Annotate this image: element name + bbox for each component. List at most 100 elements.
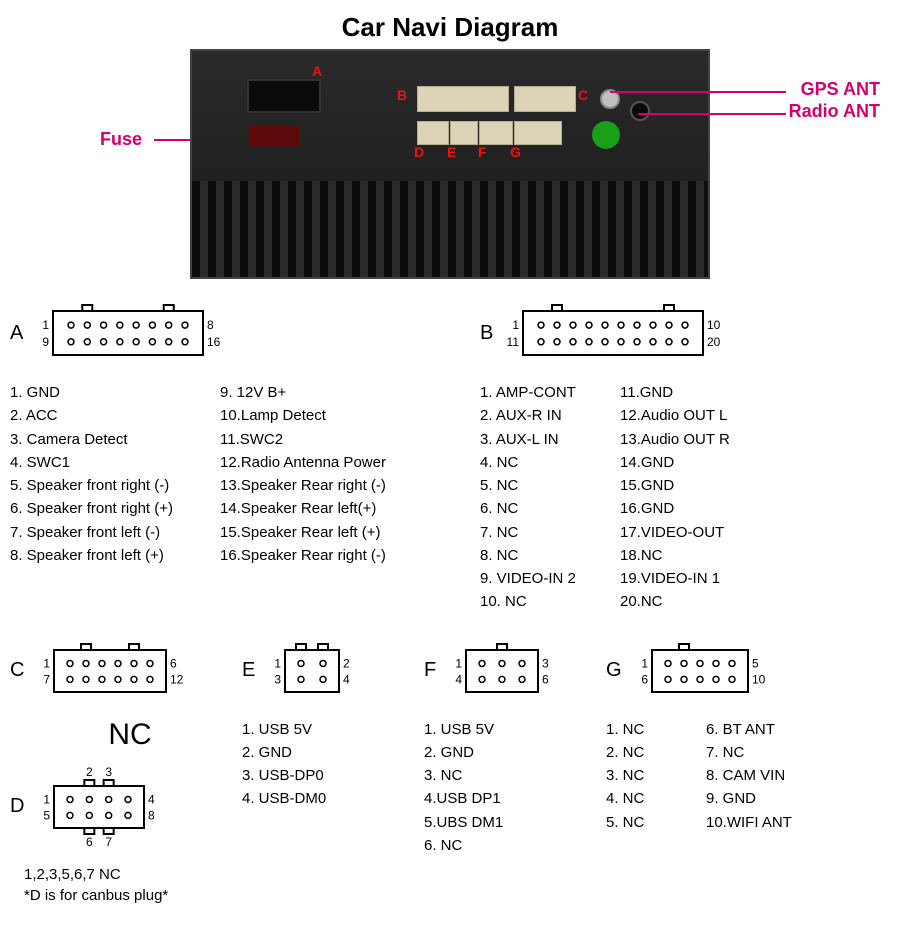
connector-header-e: E 1234 bbox=[242, 632, 402, 710]
pinlist-a: 1. GND2. ACC3. Camera Detect4. SWC15. Sp… bbox=[10, 381, 440, 567]
connector-c-nc: NC bbox=[50, 718, 210, 752]
pinlist-b-col2: 11.GND12.Audio OUT L13.Audio OUT R14.GND… bbox=[620, 381, 730, 614]
fuse-slot bbox=[250, 125, 300, 145]
pin-item: 12.Audio OUT L bbox=[620, 404, 730, 427]
port-b bbox=[417, 86, 509, 112]
pin-item: 8. NC bbox=[480, 544, 590, 567]
svg-text:8: 8 bbox=[207, 318, 214, 332]
pinlist-f: 1. USB 5V2. GND3. NC4.USB DP15.UBS DM16.… bbox=[424, 718, 584, 858]
port-d bbox=[417, 121, 449, 145]
pin-item: 20.NC bbox=[620, 590, 730, 613]
svg-text:7: 7 bbox=[44, 672, 51, 686]
pinlist-e: 1. USB 5V2. GND3. USB-DP04. USB-DM0 bbox=[242, 718, 402, 811]
svg-text:1: 1 bbox=[456, 656, 463, 670]
svg-text:9: 9 bbox=[43, 335, 50, 349]
connector-letter-f: F bbox=[424, 659, 436, 682]
qc-sticker bbox=[592, 121, 620, 149]
pin-item: 1. USB 5V bbox=[424, 718, 604, 741]
connector-letter-b: B bbox=[480, 322, 493, 345]
callout-radio: Radio ANT bbox=[789, 101, 880, 122]
pin-item: 13.Audio OUT R bbox=[620, 428, 730, 451]
pin-item: 10.Lamp Detect bbox=[220, 404, 400, 427]
pin-item: 5. NC bbox=[606, 811, 676, 834]
connector-block-c: C 16712 NC bbox=[10, 632, 210, 752]
connector-d-note1: 1,2,3,5,6,7 NC bbox=[24, 866, 210, 883]
connector-block-a: A 18916 1. GND2. ACC3. Camera Detect4. S… bbox=[10, 293, 440, 614]
connector-icon-e: 1234 bbox=[265, 632, 359, 710]
svg-text:1: 1 bbox=[275, 656, 282, 670]
pinlist-g-col2: 6. BT ANT7. NC8. CAM VIN9. GND10.WIFI AN… bbox=[706, 718, 816, 834]
connector-d-note2: *D is for canbus plug* bbox=[24, 887, 210, 904]
svg-text:3: 3 bbox=[542, 656, 549, 670]
connector-letter-a: A bbox=[10, 322, 23, 345]
pin-item: 7. Speaker front left (-) bbox=[10, 521, 190, 544]
pinlist-b: 1. AMP-CONT2. AUX-R IN3. AUX-L IN4. NC5.… bbox=[480, 381, 880, 614]
svg-text:10: 10 bbox=[752, 672, 766, 686]
pin-item: 19.VIDEO-IN 1 bbox=[620, 567, 730, 590]
pin-item: 4. NC bbox=[480, 451, 590, 474]
pin-item: 9. 12V B+ bbox=[220, 381, 400, 404]
pinlist-b-col1: 1. AMP-CONT2. AUX-R IN3. AUX-L IN4. NC5.… bbox=[480, 381, 590, 614]
pinlist-a-col2: 9. 12V B+10.Lamp Detect11.SWC212.Radio A… bbox=[220, 381, 400, 567]
pin-item: 13.Speaker Rear right (-) bbox=[220, 474, 400, 497]
svg-text:3: 3 bbox=[275, 672, 282, 686]
svg-text:3: 3 bbox=[106, 765, 113, 779]
pinout-row-bottom: C 16712 NC D 14582367RXTX 1,2,3,5,6,7 NC… bbox=[10, 632, 890, 904]
connector-block-e: E 1234 1. USB 5V2. GND3. USB-DP04. USB-D… bbox=[242, 632, 402, 904]
page-title: Car Navi Diagram bbox=[0, 12, 900, 43]
pin-item: 7. NC bbox=[706, 741, 816, 764]
svg-text:4: 4 bbox=[456, 672, 463, 686]
pin-item: 16.Speaker Rear right (-) bbox=[220, 544, 400, 567]
device-label-c: C bbox=[578, 87, 588, 103]
pin-item: 1. NC bbox=[606, 718, 676, 741]
connector-header-b: B 1101120 bbox=[480, 293, 880, 373]
pin-item: 2. GND bbox=[242, 741, 422, 764]
svg-text:2: 2 bbox=[343, 656, 350, 670]
device-body: A B C D E F G bbox=[190, 49, 710, 279]
callout-gps: GPS ANT bbox=[801, 79, 880, 100]
device-label-e: E bbox=[447, 144, 456, 160]
pin-item: 4. USB-DM0 bbox=[242, 787, 422, 810]
pin-item: 1. AMP-CONT bbox=[480, 381, 590, 404]
pinlist-e-col: 1. USB 5V2. GND3. USB-DP04. USB-DM0 bbox=[242, 718, 422, 811]
svg-text:1: 1 bbox=[513, 318, 520, 332]
pinlist-f-col: 1. USB 5V2. GND3. NC4.USB DP15.UBS DM16.… bbox=[424, 718, 604, 858]
pinlist-a-col1: 1. GND2. ACC3. Camera Detect4. SWC15. Sp… bbox=[10, 381, 190, 567]
svg-text:6: 6 bbox=[86, 835, 93, 849]
pin-item: 7. NC bbox=[480, 521, 590, 544]
svg-text:7: 7 bbox=[106, 835, 113, 849]
connector-block-d: D 14582367RXTX 1,2,3,5,6,7 NC *D is for … bbox=[10, 756, 210, 904]
pin-item: 3. Camera Detect bbox=[10, 428, 190, 451]
pinlist-g: 1. NC2. NC3. NC4. NC5. NC 6. BT ANT7. NC… bbox=[606, 718, 826, 834]
connector-header-d: D 14582367RXTX bbox=[10, 756, 210, 858]
svg-text:6: 6 bbox=[542, 672, 549, 686]
pin-item: 14.Speaker Rear left(+) bbox=[220, 497, 400, 520]
svg-text:11: 11 bbox=[507, 335, 520, 349]
svg-text:1: 1 bbox=[43, 318, 50, 332]
pin-item: 5.UBS DM1 bbox=[424, 811, 604, 834]
device-label-g: G bbox=[510, 144, 521, 160]
connector-letter-e: E bbox=[242, 659, 255, 682]
connector-block-f: F 1 3 4 6 1. USB 5V2. GND3. NC4.USB DP15.UB… bbox=[424, 632, 584, 904]
svg-text:5: 5 bbox=[752, 656, 759, 670]
svg-text:1: 1 bbox=[641, 656, 648, 670]
pin-item: 9. GND bbox=[706, 787, 816, 810]
svg-text:6: 6 bbox=[170, 656, 177, 670]
port-e bbox=[450, 121, 478, 145]
pin-item: 5. NC bbox=[480, 474, 590, 497]
connector-header-c: C 16712 bbox=[10, 632, 210, 710]
pin-item: 10.WIFI ANT bbox=[706, 811, 816, 834]
svg-text:10: 10 bbox=[707, 318, 721, 332]
pin-item: 15.Speaker Rear left (+) bbox=[220, 521, 400, 544]
pin-item: 14.GND bbox=[620, 451, 730, 474]
pin-item: 16.GND bbox=[620, 497, 730, 520]
pin-item: 3. USB-DP0 bbox=[242, 764, 422, 787]
device-label-f: F bbox=[478, 144, 487, 160]
leader-line-gps bbox=[610, 91, 786, 93]
pin-item: 2. AUX-R IN bbox=[480, 404, 590, 427]
connector-letter-d: D bbox=[10, 795, 24, 818]
connector-letter-g: G bbox=[606, 659, 622, 682]
pinout-row-top: A 18916 1. GND2. ACC3. Camera Detect4. S… bbox=[10, 293, 890, 614]
pin-item: 6. NC bbox=[424, 834, 604, 857]
pin-item: 6. Speaker front right (+) bbox=[10, 497, 190, 520]
